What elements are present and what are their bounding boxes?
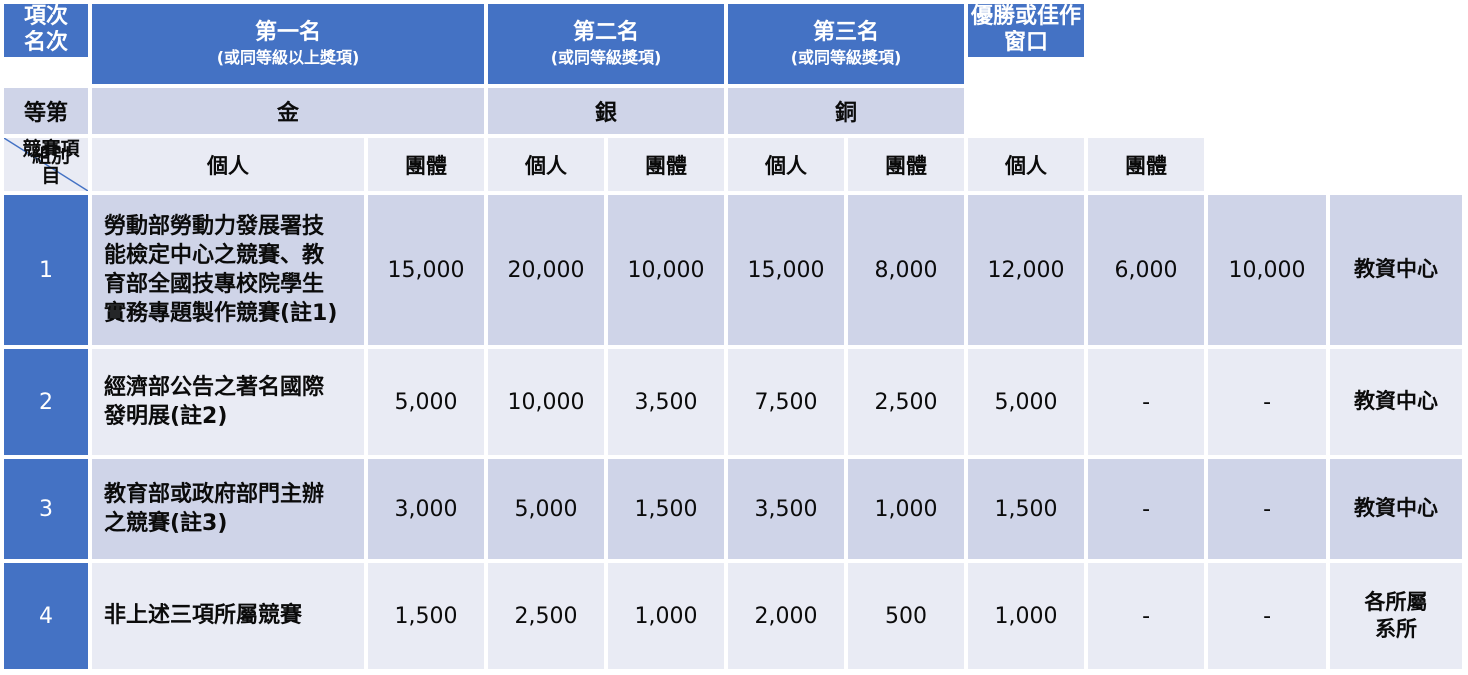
prize-value-cell: 1,500 — [608, 459, 725, 559]
prize-value-cell: - — [1208, 349, 1327, 455]
event-name-cell: 勞動部勞動力發展署技能檢定中心之競賽、教育部全國技專校院學生實務專題製作競賽(註… — [92, 195, 364, 345]
winner-merit-header: 優勝或佳作 — [968, 4, 1085, 31]
third-place-header: 第三名 (或同等級獎項) — [728, 4, 965, 84]
diagonal-line — [4, 138, 88, 191]
table-row: 1 勞動部勞動力發展署技能檢定中心之競賽、教育部全國技專校院學生實務專題製作競賽… — [4, 195, 1463, 345]
bronze-team-header: 團體 — [848, 138, 965, 191]
first-place-header: 第一名 (或同等級以上獎項) — [92, 4, 485, 84]
grade-gold-header: 金 — [92, 88, 485, 134]
prize-value-cell: 1,000 — [848, 459, 965, 559]
rank-header: 名次 — [4, 30, 88, 57]
prize-value-cell: 2,500 — [488, 563, 605, 669]
second-place-title: 第二名 — [573, 19, 640, 45]
prize-value-cell: 3,500 — [728, 459, 845, 559]
prize-value-cell: 5,000 — [488, 459, 605, 559]
header-row-subcols: 組別 競賽項目 個人 團體 個人 團體 個人 團體 個人 團體 — [4, 138, 1462, 191]
prize-value-cell: 1,500 — [968, 459, 1085, 559]
row-number-cell: 2 — [4, 349, 88, 455]
second-place-subtitle: (或同等級獎項) — [550, 48, 662, 68]
prize-value-cell: 3,500 — [608, 349, 725, 455]
prize-value-cell: 15,000 — [368, 195, 485, 345]
row-number-cell: 3 — [4, 459, 88, 559]
row-number-cell: 1 — [4, 195, 88, 345]
window-cell: 教資中心 — [1330, 195, 1463, 345]
prize-value-cell: 15,000 — [728, 195, 845, 345]
bronze-individual-header: 個人 — [728, 138, 845, 191]
group-label: 組別 — [31, 145, 70, 167]
prize-value-cell: 10,000 — [1208, 195, 1327, 345]
prize-value-cell: 10,000 — [608, 195, 725, 345]
prize-value-cell: 500 — [848, 563, 965, 669]
prize-value-cell: 5,000 — [368, 349, 485, 455]
prize-value-cell: 1,000 — [608, 563, 725, 669]
prize-value-cell: 3,000 — [368, 459, 485, 559]
prize-value-cell: 1,000 — [968, 563, 1085, 669]
event-name-cell: 教育部或政府部門主辦之競賽(註3) — [92, 459, 364, 559]
prize-value-cell: 8,000 — [848, 195, 965, 345]
window-cell: 各所屬 系所 — [1330, 563, 1463, 669]
event-label: 競賽項目 — [22, 138, 80, 187]
table-row: 2 經濟部公告之著名國際發明展(註2) 5,000 10,000 3,500 7… — [4, 349, 1463, 455]
prize-value-cell: 1,500 — [368, 563, 485, 669]
prize-value-cell: - — [1208, 459, 1327, 559]
header-row-rank: 項次 名次 第一名 (或同等級以上獎項) 第二名 (或同等級獎項) 第三名 (或… — [4, 4, 1462, 84]
event-name-cell: 非上述三項所屬競賽 — [92, 563, 364, 669]
prize-value-cell: 12,000 — [968, 195, 1085, 345]
winner-individual-header: 個人 — [968, 138, 1085, 191]
silver-team-header: 團體 — [608, 138, 725, 191]
window-cell: 教資中心 — [1330, 349, 1463, 455]
prize-value-cell: 20,000 — [488, 195, 605, 345]
window-cell: 教資中心 — [1330, 459, 1463, 559]
window-column-header: 窗口 — [968, 30, 1085, 57]
prize-value-cell: - — [1088, 459, 1205, 559]
prize-value-cell: 2,500 — [848, 349, 965, 455]
item-column-header: 項次 — [4, 4, 88, 31]
first-place-title: 第一名 — [255, 19, 322, 45]
first-place-subtitle: (或同等級以上獎項) — [216, 48, 360, 68]
second-place-header: 第二名 (或同等級獎項) — [488, 4, 725, 84]
prize-value-cell: - — [1088, 563, 1205, 669]
table-row: 4 非上述三項所屬競賽 1,500 2,500 1,000 2,000 500 … — [4, 563, 1463, 669]
prize-value-cell: 5,000 — [968, 349, 1085, 455]
prize-value-cell: 6,000 — [1088, 195, 1205, 345]
prize-value-cell: 10,000 — [488, 349, 605, 455]
header-row-grade: 等第 金 銀 銅 — [4, 88, 1462, 134]
third-place-subtitle: (或同等級獎項) — [790, 48, 902, 68]
prize-value-cell: 7,500 — [728, 349, 845, 455]
row-number-cell: 4 — [4, 563, 88, 669]
table-row: 3 教育部或政府部門主辦之競賽(註3) 3,000 5,000 1,500 3,… — [4, 459, 1463, 559]
silver-individual-header: 個人 — [488, 138, 605, 191]
grade-bronze-header: 銅 — [728, 88, 965, 134]
winner-team-header: 團體 — [1088, 138, 1205, 191]
grade-silver-header: 銀 — [488, 88, 725, 134]
event-name-cell: 經濟部公告之著名國際發明展(註2) — [92, 349, 364, 455]
prize-value-cell: 2,000 — [728, 563, 845, 669]
gold-team-header: 團體 — [368, 138, 485, 191]
prize-value-cell: - — [1208, 563, 1327, 669]
prize-value-cell: - — [1088, 349, 1205, 455]
diagonal-header-cell: 組別 競賽項目 — [4, 138, 88, 191]
gold-individual-header: 個人 — [92, 138, 364, 191]
grade-label-header: 等第 — [4, 88, 88, 134]
third-place-title: 第三名 — [813, 19, 880, 45]
